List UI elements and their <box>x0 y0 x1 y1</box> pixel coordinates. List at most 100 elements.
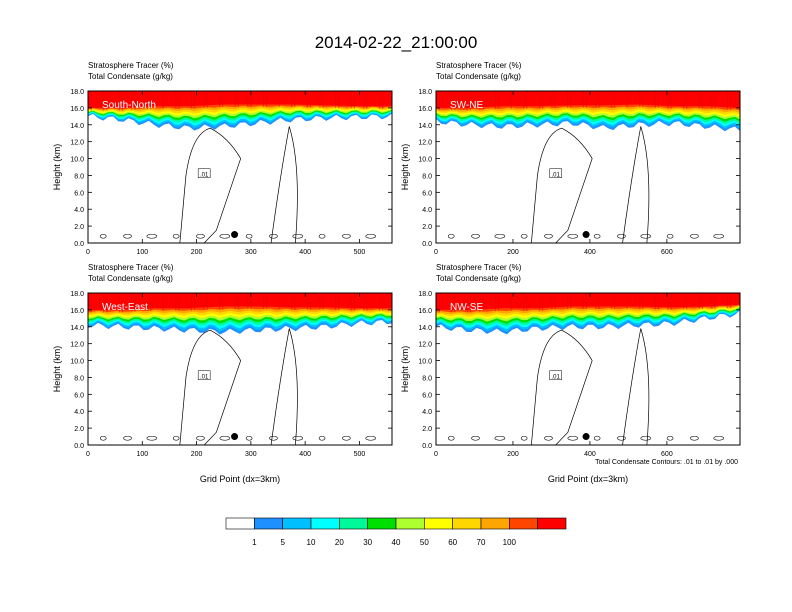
condensate-blob <box>494 435 506 441</box>
panel-title-condensate: Total Condensate (g/kg) <box>88 72 173 81</box>
condensate-blob <box>544 435 553 441</box>
condensate-contour <box>270 328 298 445</box>
plot-frame <box>87 292 393 446</box>
contour-label: .01 <box>200 374 209 380</box>
contour-label-box <box>549 168 562 179</box>
y-tick-label: 12.0 <box>70 342 84 349</box>
y-tick-label: 4.0 <box>422 207 432 214</box>
condensate-contour <box>270 126 298 243</box>
condensate-blob <box>219 435 231 441</box>
colorbar-label: 50 <box>420 538 429 547</box>
y-axis-label: Height (km) <box>400 144 410 191</box>
x-tick-label: 500 <box>354 249 366 256</box>
condensate-blob <box>520 435 528 441</box>
colorbar-label: 20 <box>335 538 344 547</box>
panel-name: SW-NE <box>450 100 483 111</box>
y-tick-label: 18.0 <box>418 89 432 96</box>
y-axis-label: Height (km) <box>400 346 410 393</box>
y-tick-label: 0.0 <box>422 443 432 450</box>
tracer-band-11 <box>436 293 740 310</box>
y-tick-label: 8.0 <box>422 375 432 382</box>
y-tick-label: 12.0 <box>418 140 432 147</box>
colorbar-label: 70 <box>477 538 486 547</box>
location-marker <box>231 433 239 441</box>
colorbar-swatch <box>537 517 567 530</box>
y-tick-label: 10.0 <box>418 157 432 164</box>
panel-sw-ne: Stratosphere Tracer (%) Total Condensate … <box>400 61 741 256</box>
panel-name: NW-SE <box>450 302 483 313</box>
panel-title-tracer: Stratosphere Tracer (%) <box>436 61 522 70</box>
colorbar-swatch <box>480 517 510 530</box>
tracer-band-11 <box>436 91 740 108</box>
y-tick-label: 2.0 <box>422 426 432 433</box>
colorbar: 1 5 10 20 30 40 50 60 70 100 <box>225 517 567 547</box>
contour-label-box <box>197 168 211 179</box>
colorbar-swatch <box>424 517 453 530</box>
condensate-blob <box>690 233 699 239</box>
y-tick-label: 18.0 <box>70 291 84 298</box>
colorbar-label: 5 <box>280 538 285 547</box>
tracer-band-11 <box>88 293 392 310</box>
y-axis-label: Height (km) <box>52 346 62 393</box>
y-tick-label: 6.0 <box>422 392 432 399</box>
condensate-blob <box>666 233 674 239</box>
condensate-blob <box>447 435 455 441</box>
plot-area: .01 South-North <box>88 91 392 243</box>
condensate-blob <box>494 233 506 239</box>
colorbar-swatch <box>282 517 312 530</box>
panel-nw-se: Stratosphere Tracer (%) Total Condensate … <box>400 263 741 484</box>
y-tick-label: 12.0 <box>418 342 432 349</box>
condensate-blob <box>196 435 205 441</box>
colorbar-swatch <box>509 517 538 530</box>
panel-title-condensate: Total Condensate (g/kg) <box>436 72 521 81</box>
location-marker <box>582 231 590 239</box>
condensate-blob <box>123 435 132 441</box>
condensate-blob <box>447 233 455 239</box>
x-tick-label: 500 <box>354 451 366 458</box>
y-tick-label: 18.0 <box>418 291 432 298</box>
condensate-contour <box>531 329 593 445</box>
y-tick-label: 10.0 <box>70 157 84 164</box>
y-tick-label: 12.0 <box>70 140 84 147</box>
condensate-blob <box>520 233 528 239</box>
condensate-blob <box>123 233 132 239</box>
panel-name: South-North <box>102 100 156 111</box>
panel-south-north: Stratosphere Tracer (%) Total Condensate … <box>52 61 393 256</box>
x-tick-label: 200 <box>191 451 203 458</box>
y-tick-label: 2.0 <box>422 224 432 231</box>
condensate-blob <box>567 233 579 239</box>
condensate-blob <box>666 435 674 441</box>
condensate-blob <box>318 435 326 441</box>
y-tick-label: 4.0 <box>74 409 84 416</box>
x-tick-label: 300 <box>245 249 257 256</box>
y-tick-label: 2.0 <box>74 426 84 433</box>
y-tick-label: 18.0 <box>70 89 84 96</box>
condensate-blob <box>318 233 326 239</box>
x-tick-label: 600 <box>661 451 673 458</box>
plot-frame <box>435 292 741 446</box>
plot-area: .01 NW-SE <box>436 293 740 445</box>
condensate-blob <box>617 435 626 441</box>
panel-title-condensate: Total Condensate (g/kg) <box>436 274 521 283</box>
contour-footnote: Total Condensate Contours: .01 to .01 by… <box>595 459 738 466</box>
colorbar-swatch <box>452 517 482 530</box>
y-axis-label: Height (km) <box>52 144 62 191</box>
condensate-contour <box>622 126 650 243</box>
condensate-blob <box>593 233 601 239</box>
condensate-blob <box>146 435 158 441</box>
x-tick-label: 200 <box>507 249 519 256</box>
condensate-blob <box>245 233 253 239</box>
condensate-blob <box>292 233 304 239</box>
condensate-blob <box>172 233 180 239</box>
condensate-blob <box>342 435 351 441</box>
colorbar-swatch <box>339 517 368 530</box>
condensate-blob <box>471 233 480 239</box>
plot-area: .01 SW-NE <box>436 91 740 243</box>
x-tick-label: 200 <box>191 249 203 256</box>
condensate-blob <box>365 435 377 441</box>
condensate-blob <box>196 233 205 239</box>
condensate-contour <box>622 328 650 445</box>
colorbar-swatch <box>254 517 283 530</box>
y-tick-label: 6.0 <box>74 392 84 399</box>
